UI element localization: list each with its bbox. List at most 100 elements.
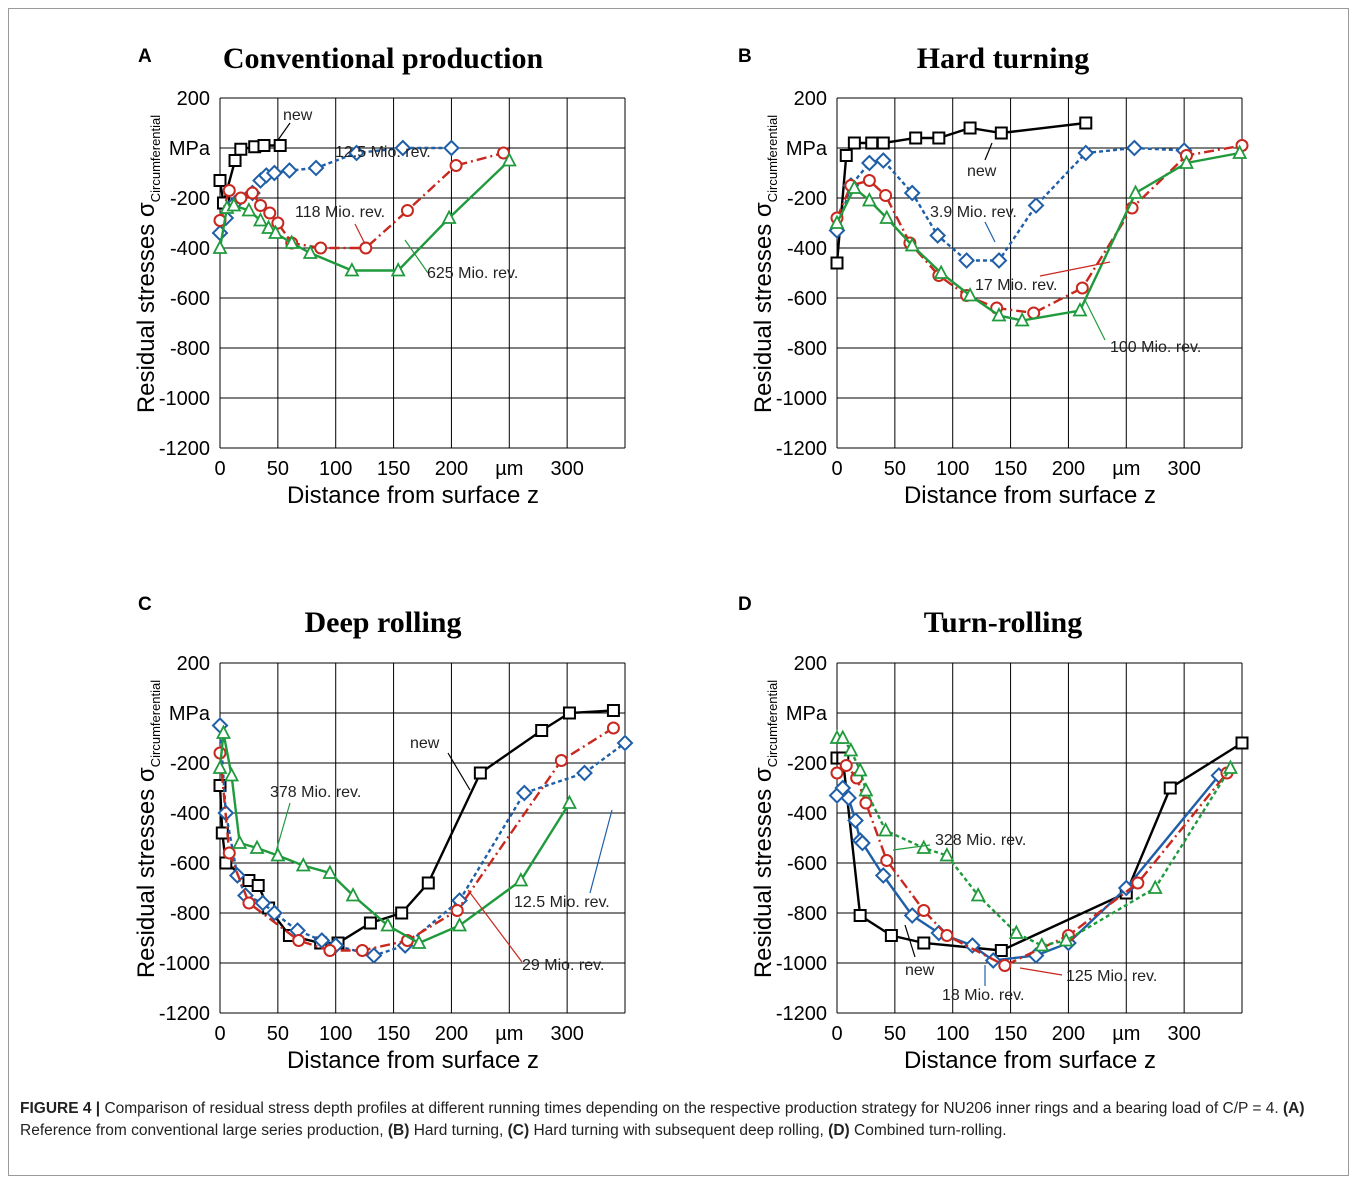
y-tick-label: 200 — [177, 653, 210, 675]
data-point — [860, 154, 878, 172]
data-point — [345, 887, 361, 902]
y-tick-label: 200 — [794, 88, 827, 110]
data-point — [271, 216, 285, 230]
data-point — [1014, 312, 1030, 327]
x-tick-label: 150 — [377, 1023, 410, 1045]
y-tick-label: -200 — [170, 188, 210, 210]
x-tick-label: 50 — [267, 1023, 289, 1045]
caption-label-b: (B) — [387, 1122, 410, 1139]
data-point — [443, 139, 460, 157]
y-tick-label: -400 — [787, 803, 827, 825]
panel-letter: D — [738, 594, 752, 615]
data-point — [295, 857, 311, 872]
y-tick-label: -800 — [170, 338, 210, 360]
x-tick-label: 0 — [831, 458, 842, 480]
data-point — [606, 721, 620, 735]
data-point — [909, 131, 923, 145]
series-new — [213, 139, 287, 210]
annotation-leader — [447, 752, 471, 791]
x-tick-label: µm — [495, 1023, 523, 1045]
x-tick-label: 200 — [1052, 458, 1085, 480]
data-point — [450, 904, 464, 917]
series-line — [218, 732, 571, 945]
data-point — [963, 937, 981, 954]
chart-panel-a: A Conventional production 200 MPa -200 -400 -6… — [133, 42, 626, 509]
data-point — [606, 704, 620, 717]
x-tick-label: 0 — [214, 458, 225, 480]
series-annotation: 100 Mio. rev. — [1084, 299, 1201, 356]
data-point — [1072, 302, 1088, 317]
data-point — [261, 219, 277, 234]
data-point — [254, 894, 272, 912]
figure-frame — [8, 8, 1349, 1176]
series-annotation: 378 Mio. rev. — [270, 784, 361, 856]
data-point — [1235, 736, 1249, 750]
series-annotation: 17 Mio. rev. — [975, 261, 1111, 294]
x-tick-label: µm — [1112, 1023, 1140, 1045]
data-point — [991, 307, 1007, 322]
data-point — [242, 896, 256, 910]
series-line — [218, 726, 615, 952]
data-point — [1147, 879, 1163, 894]
data-point — [452, 917, 468, 932]
y-tick-label: 200 — [177, 88, 210, 110]
data-point — [441, 209, 457, 224]
grid — [836, 662, 1243, 1014]
data-point — [211, 224, 229, 242]
data-point — [830, 256, 844, 270]
y-tick-label: -1200 — [776, 1003, 827, 1025]
y-tick-label: -200 — [787, 188, 827, 210]
data-point — [839, 759, 853, 772]
x-tick-label: 50 — [884, 1023, 906, 1045]
x-tick-label: µm — [1112, 458, 1140, 480]
x-tick-label: 100 — [319, 1023, 352, 1045]
y-tick-label: -400 — [170, 803, 210, 825]
data-point — [212, 759, 228, 774]
data-point — [865, 136, 879, 150]
data-point — [847, 812, 864, 829]
annotation-label: 118 Mio. rev. — [295, 204, 385, 221]
data-point — [933, 264, 949, 279]
annotation-leader — [984, 142, 993, 161]
figure-charts: A Conventional production 200 MPa -200 -400 -6… — [133, 42, 1249, 1074]
data-point — [835, 729, 851, 744]
data-point — [970, 887, 986, 902]
x-tick-label: 300 — [1167, 1023, 1200, 1045]
panel-letter: A — [138, 46, 152, 67]
y-axis-label-subscript: Circumferential — [765, 680, 780, 768]
x-tick-label: 150 — [994, 458, 1027, 480]
data-point — [213, 779, 227, 792]
chart-panel-c: C Deep rolling 200 MPa -200 -400 -600 -800 -1000… — [133, 594, 634, 1074]
data-point — [1128, 184, 1144, 199]
data-point — [222, 846, 236, 860]
annotation-label: 12.5 Mio. rev. — [335, 144, 431, 161]
series-100-mio-rev- — [829, 144, 1248, 327]
annotation-label: new — [967, 163, 997, 180]
caption-label-c: (C) — [507, 1122, 530, 1139]
data-point — [834, 779, 852, 797]
annotation-leader — [1019, 967, 1063, 976]
data-point — [254, 199, 267, 212]
caption-text: Comparison of residual stress depth prof… — [100, 1100, 1283, 1117]
series-328-mio-rev- — [829, 729, 1238, 952]
data-point — [224, 767, 240, 782]
y-tick-label: MPa — [786, 138, 828, 160]
caption-label-a: (A) — [1283, 1100, 1305, 1117]
data-point — [958, 252, 976, 269]
data-point — [245, 186, 259, 200]
annotation-label: 12.5 Mio. rev. — [514, 894, 610, 911]
data-point — [323, 944, 337, 957]
data-point — [1058, 932, 1074, 947]
data-point — [215, 724, 231, 739]
y-tick-label: -200 — [170, 753, 210, 775]
data-point — [554, 754, 568, 767]
y-tick-label: -800 — [787, 903, 827, 925]
data-point — [917, 904, 931, 917]
data-point — [213, 174, 227, 187]
data-point — [232, 834, 248, 849]
x-tick-label: 200 — [435, 458, 468, 480]
y-tick-label: -400 — [787, 238, 827, 260]
data-point — [880, 854, 894, 867]
series-annotation: new — [410, 735, 471, 791]
data-point — [858, 782, 874, 797]
